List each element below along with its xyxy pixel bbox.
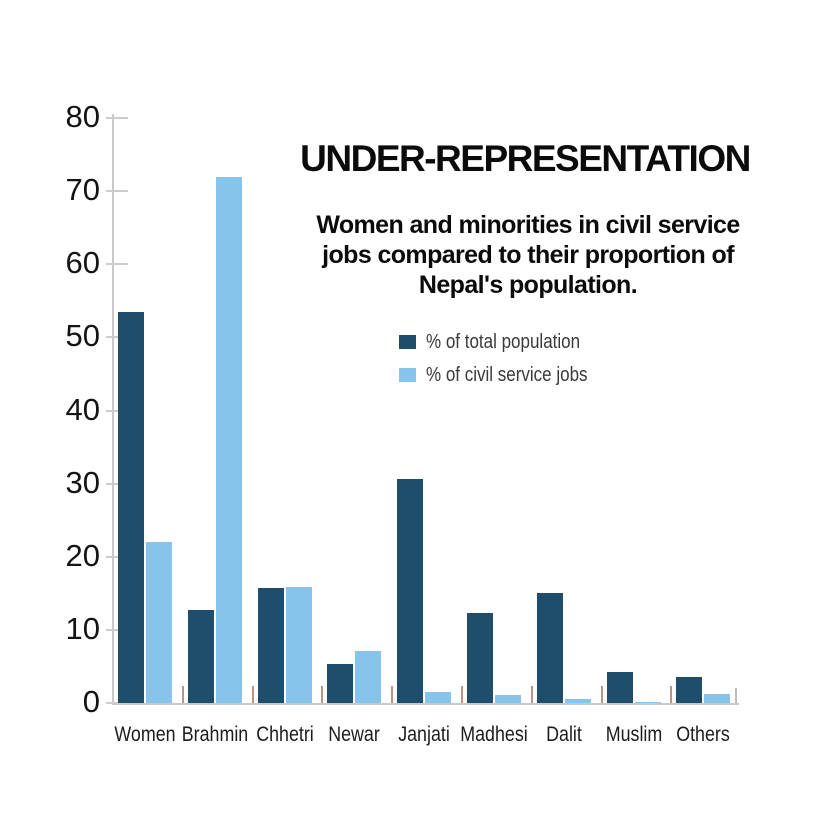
bar-civil-service-brahmin <box>215 176 242 703</box>
chart-title: UNDER-REPRESENTATION <box>300 138 751 179</box>
chart-subtitle: Women and minorities in civil service jo… <box>278 210 778 300</box>
y-axis-tick-label: 70 <box>65 172 100 208</box>
civil-service-color-swatch-icon <box>399 368 416 382</box>
chart-subtitle-line: Nepal's population. <box>418 271 638 299</box>
y-axis-tick <box>106 702 128 704</box>
bar-population-muslim <box>606 672 633 703</box>
bar-population-janjati <box>397 478 424 703</box>
x-axis-group-tick <box>391 686 394 703</box>
bar-population-newar <box>327 664 354 703</box>
y-axis-tick-label: 20 <box>65 537 100 573</box>
y-axis-tick-label: 50 <box>65 318 100 354</box>
bar-population-madhesi <box>467 613 493 703</box>
bar-population-others <box>676 676 703 703</box>
x-axis-group-tick <box>530 686 533 703</box>
y-axis-tick <box>106 555 128 558</box>
y-axis-tick <box>106 628 128 631</box>
bar-civil-service-others <box>704 694 731 703</box>
chart-subtitle-line: jobs compared to their proportion of <box>322 241 734 269</box>
category-label-chhetri: Chhetri <box>255 723 314 746</box>
y-axis-tick <box>106 263 128 266</box>
x-axis-group-tick <box>600 686 603 703</box>
bar-civil-service-madhesi <box>495 694 521 703</box>
category-label-women: Women <box>114 723 176 746</box>
y-axis-tick-label: 80 <box>65 99 100 134</box>
y-axis-tick-label: 30 <box>65 464 100 500</box>
chart-subtitle-line: Women and minorities in civil service <box>316 211 740 239</box>
bar-population-brahmin <box>187 610 214 703</box>
x-axis-group-tick <box>181 686 184 703</box>
y-axis-tick <box>106 117 128 119</box>
legend-label: % of civil service jobs <box>426 363 588 386</box>
y-axis-tick-label: 60 <box>65 245 100 281</box>
category-label-dalit: Dalit <box>545 723 582 746</box>
legend-label: % of total population <box>426 330 581 353</box>
y-axis-tick <box>106 336 128 339</box>
bar-civil-service-janjati <box>425 692 452 703</box>
bar-civil-service-dalit <box>564 698 591 703</box>
bar-population-dalit <box>536 593 563 703</box>
population-color-swatch-icon <box>399 335 416 349</box>
bar-civil-service-newar <box>355 651 382 703</box>
x-axis-group-tick <box>321 686 324 703</box>
x-axis-group-tick <box>670 686 673 703</box>
legend-item-population: % of total population <box>399 330 616 353</box>
y-axis-tick-label: 40 <box>65 391 100 427</box>
x-axis-group-tick <box>461 686 463 703</box>
bar-population-chhetri <box>257 588 284 703</box>
bar-population-women <box>118 311 144 703</box>
category-label-newar: Newar <box>328 723 381 746</box>
y-axis-tick-label: 10 <box>65 610 100 646</box>
x-axis-group-tick <box>251 686 254 703</box>
y-axis-tick <box>106 190 128 193</box>
category-label-madhesi: Madhesi <box>460 723 528 746</box>
legend-item-civil-service: % of civil service jobs <box>399 363 616 386</box>
category-label-janjati: Janjati <box>398 723 450 746</box>
x-axis-line <box>112 703 739 705</box>
category-label-brahmin: Brahmin <box>181 723 249 746</box>
x-axis-end-tick <box>735 688 737 703</box>
y-axis-tick <box>106 482 128 485</box>
legend: % of total population % of civil service… <box>399 330 616 399</box>
y-axis-tick-label: 0 <box>82 684 100 719</box>
bar-civil-service-women <box>146 542 172 703</box>
y-axis-tick <box>106 409 128 412</box>
category-label-others: Others <box>676 723 731 746</box>
category-label-muslim: Muslim <box>605 723 662 746</box>
bar-civil-service-muslim <box>634 701 661 703</box>
bar-civil-service-chhetri <box>285 586 312 703</box>
